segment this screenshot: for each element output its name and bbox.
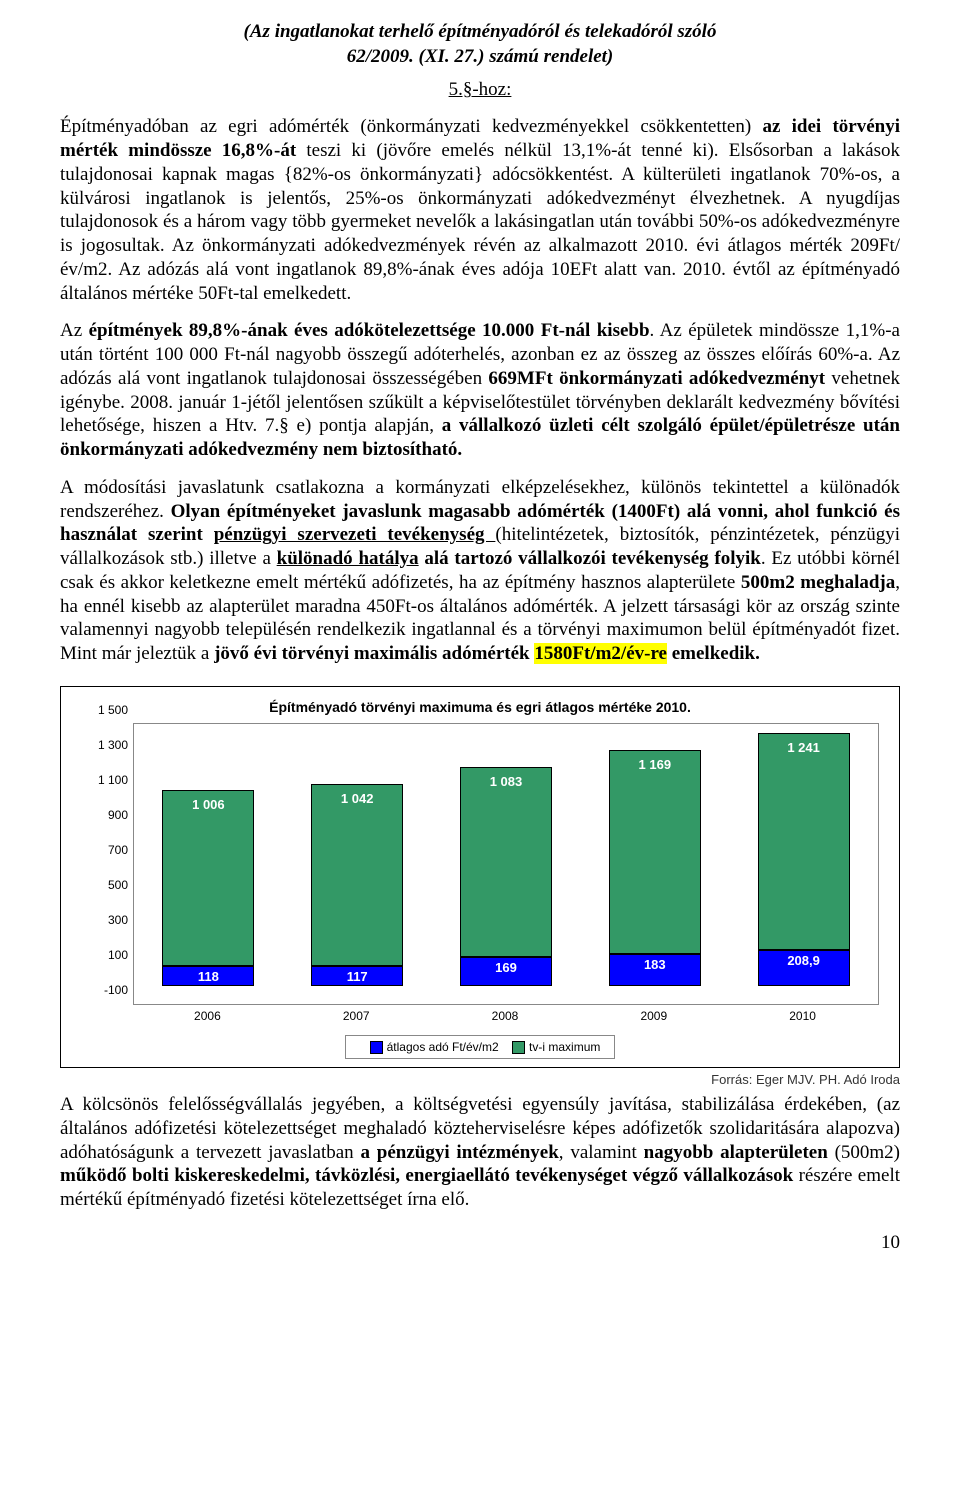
- y-tick: 900: [82, 808, 128, 822]
- x-label: 2010: [728, 1009, 877, 1023]
- legend-swatch-blue: [370, 1041, 383, 1054]
- bar-blue: 117: [311, 966, 403, 986]
- bar-green: 1 169: [609, 750, 701, 955]
- bar-group: 1 169 183: [609, 750, 701, 987]
- x-label: 2008: [431, 1009, 580, 1023]
- chart-x-labels: 20062007200820092010: [133, 1009, 879, 1023]
- bar-label-blue: 183: [610, 957, 700, 972]
- section-label: 5.§-hoz:: [60, 79, 900, 101]
- y-tick: 700: [82, 843, 128, 857]
- y-tick: 100: [82, 948, 128, 962]
- document-page: (Az ingatlanokat terhelő építményadóról …: [0, 0, 960, 1284]
- bar-label-green: 1 169: [610, 757, 700, 772]
- legend-label-blue: átlagos adó Ft/év/m2: [387, 1040, 499, 1054]
- bar-label-blue: 208,9: [759, 953, 849, 968]
- bar-group: 1 083 169: [460, 767, 552, 986]
- bar-blue: 169: [460, 957, 552, 987]
- bar-label-green: 1 083: [461, 774, 551, 789]
- regulation-title: (Az ingatlanokat terhelő építményadóról …: [60, 20, 900, 69]
- chart-source: Forrás: Eger MJV. PH. Adó Iroda: [60, 1072, 900, 1087]
- bar-label-blue: 118: [163, 969, 253, 984]
- bar-green: 1 241: [758, 733, 850, 950]
- legend-swatch-green: [512, 1041, 525, 1054]
- bar-green: 1 083: [460, 767, 552, 957]
- bar-group: 1 006 118: [162, 790, 254, 987]
- chart-title: Építményadó törvényi maximuma és egri át…: [81, 699, 879, 715]
- page-number: 10: [60, 1232, 900, 1254]
- bar-group: 1 241 208,9: [758, 733, 850, 987]
- title-line2: 62/2009. (XI. 27.) számú rendelet): [347, 46, 614, 67]
- bar-label-blue: 117: [312, 969, 402, 984]
- bar-blue: 118: [162, 966, 254, 987]
- chart-container: Építményadó törvényi maximuma és egri át…: [60, 686, 900, 1068]
- y-tick: -100: [82, 983, 128, 997]
- bar-label-green: 1 006: [163, 797, 253, 812]
- y-tick: 300: [82, 913, 128, 927]
- paragraph-3: A módosítási javaslatunk csatlakozna a k…: [60, 476, 900, 666]
- bar-blue: 183: [609, 954, 701, 986]
- bar-blue: 208,9: [758, 950, 850, 987]
- x-label: 2006: [133, 1009, 282, 1023]
- paragraph-2: Az építmények 89,8%-ának éves adókötelez…: [60, 319, 900, 462]
- chart-y-axis: -1001003005007009001 1001 3001 500: [82, 724, 132, 1004]
- y-tick: 500: [82, 878, 128, 892]
- chart-legend: átlagos adó Ft/év/m2 tv-i maximum: [81, 1035, 879, 1059]
- legend-label-green: tv-i maximum: [529, 1040, 600, 1054]
- y-tick: 1 300: [82, 738, 128, 752]
- bar-label-green: 1 241: [759, 740, 849, 755]
- chart-bars-area: 1 006 118 1 042 117 1 083 169 1 169 183 1 241 208…: [134, 724, 878, 1004]
- title-line1: (Az ingatlanokat terhelő építményadóról …: [244, 21, 717, 42]
- paragraph-1: Építményadóban az egri adómérték (önkorm…: [60, 115, 900, 305]
- paragraph-4: A kölcsönös felelősségvállalás jegyében,…: [60, 1093, 900, 1212]
- bar-label-green: 1 042: [312, 791, 402, 806]
- bar-green: 1 042: [311, 784, 403, 966]
- bar-label-blue: 169: [461, 960, 551, 975]
- y-tick: 1 100: [82, 773, 128, 787]
- y-tick: 1 500: [82, 703, 128, 717]
- legend-box: átlagos adó Ft/év/m2 tv-i maximum: [345, 1035, 616, 1059]
- bar-group: 1 042 117: [311, 784, 403, 987]
- bar-green: 1 006: [162, 790, 254, 966]
- chart-plot-area: -1001003005007009001 1001 3001 500 1 006…: [133, 723, 879, 1005]
- x-label: 2009: [579, 1009, 728, 1023]
- x-label: 2007: [282, 1009, 431, 1023]
